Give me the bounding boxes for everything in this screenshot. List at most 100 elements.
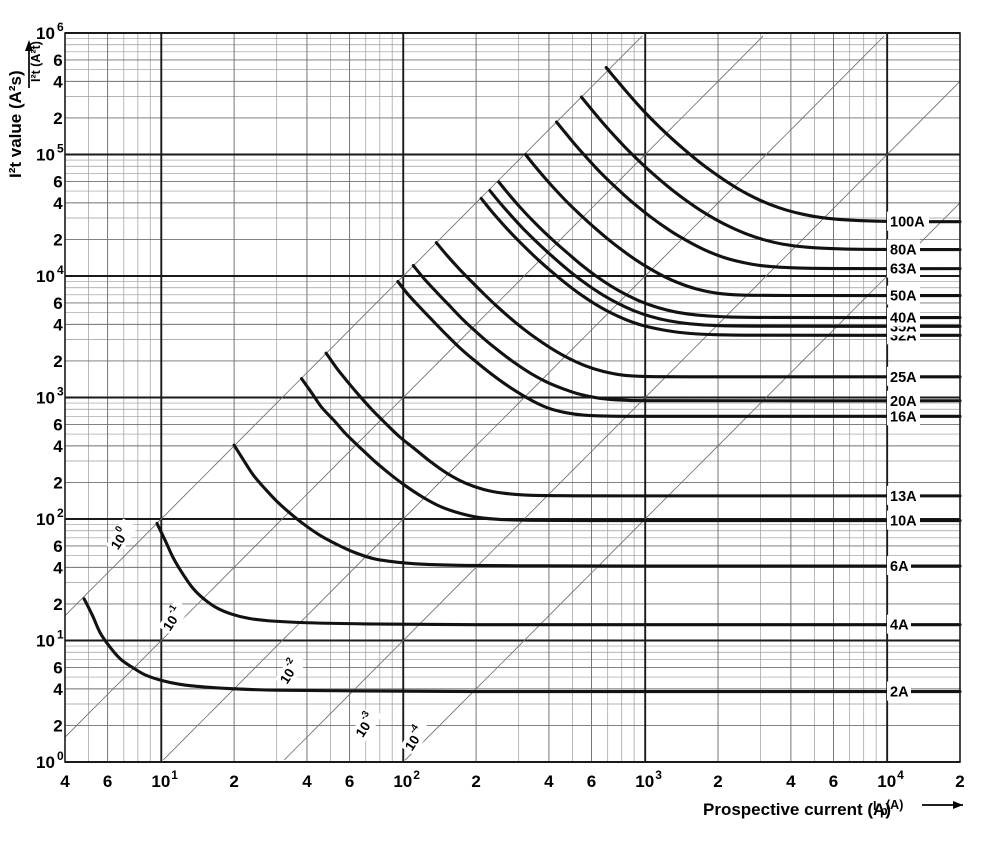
curve-label-text: 20A xyxy=(890,394,917,410)
label-halo xyxy=(887,556,911,576)
y-tick-label: 4 xyxy=(53,680,63,699)
y-tick-exponent: 2 xyxy=(57,506,64,520)
y-tick-100: 10 2 xyxy=(36,506,64,529)
fuse-curve-25a xyxy=(434,241,962,379)
fuse-curve-100a xyxy=(604,65,962,224)
y-tick-label: 2 xyxy=(53,473,62,492)
fuse-curve-35a xyxy=(488,189,962,328)
diagonal-constant-time-line xyxy=(283,81,961,761)
curve-label-50a: 50A xyxy=(887,285,920,305)
curve-label-40a: 40A xyxy=(887,307,920,327)
diagonal-label-mantissa: 10 xyxy=(402,733,423,754)
x-tick-label: 4 xyxy=(302,772,312,791)
y-tick-2: 2 xyxy=(53,716,62,735)
y-tick-600: 6 xyxy=(53,415,62,434)
y-tick-60000: 6 xyxy=(53,172,62,191)
x-tick-20000: 2 xyxy=(955,772,964,791)
label-halo xyxy=(887,406,920,426)
fuse-curve-labels: 2A4A6A10A13A16A20A25A32A35A40A50A63A80A1… xyxy=(887,211,929,701)
x-tick-label: 6 xyxy=(345,772,354,791)
label-halo xyxy=(887,366,920,386)
label-halo xyxy=(887,390,920,410)
y-tick-label: 4 xyxy=(53,558,63,577)
y-tick-exponent: 6 xyxy=(57,20,64,34)
x-axis-title: Prospective current (A) xyxy=(703,800,891,819)
diagonal-label-mantissa: 10 xyxy=(160,613,181,634)
x-tick-4: 4 xyxy=(60,772,70,791)
curve-label-10a: 10A xyxy=(887,510,920,530)
x-tick-label: 10 xyxy=(635,772,654,791)
fuse-curve-2a xyxy=(82,597,962,694)
fuse-curve-20a xyxy=(411,263,962,403)
diagonal-line-label: 10-2 xyxy=(274,652,307,689)
label-halo xyxy=(887,285,920,305)
x-tick-2000: 2 xyxy=(713,772,722,791)
curve-label-63a: 63A xyxy=(887,258,920,278)
x-tick-exponent: 3 xyxy=(655,768,662,782)
y-tick-exponent: 4 xyxy=(57,263,64,277)
y-tick-6000: 6 xyxy=(53,294,62,313)
y-tick-1000: 10 3 xyxy=(36,385,64,408)
label-halo xyxy=(887,681,911,701)
y-tick-400000: 4 xyxy=(53,72,63,91)
y-tick-20000: 2 xyxy=(53,230,62,249)
y-tick-label: 10 xyxy=(36,267,55,286)
label-halo xyxy=(887,510,920,530)
y-tick-40000: 4 xyxy=(53,194,63,213)
curve-label-25a: 25A xyxy=(887,366,920,386)
curve-label-text: 6A xyxy=(890,559,909,575)
label-halo xyxy=(887,239,920,259)
label-halo xyxy=(887,211,929,231)
y-tick-6: 6 xyxy=(53,658,62,677)
x-tick-label: 6 xyxy=(103,772,112,791)
fuse-curve-32a xyxy=(479,196,962,337)
x-axis-tick-labels: 4 6 10 1 2 4 6 10 2 2 4 6 10 3 2 4 6 10 4 2 xyxy=(60,768,964,791)
y-tick-label: 2 xyxy=(53,716,62,735)
fuse-curve-50a xyxy=(523,152,962,298)
x-tick-label: 4 xyxy=(544,772,554,791)
y-tick-label: 6 xyxy=(53,172,62,191)
y-tick-4: 4 xyxy=(53,680,63,699)
x-tick-exponent: 4 xyxy=(897,768,904,782)
curve-label-text: 80A xyxy=(890,243,917,259)
curve-label-80a: 80A xyxy=(887,239,920,259)
y-tick-10000: 10 4 xyxy=(36,263,64,286)
fuse-curve-4a xyxy=(155,521,962,627)
y-tick-40: 4 xyxy=(53,558,63,577)
diagonal-line-label: 10-1 xyxy=(158,599,190,636)
x-tick-20: 2 xyxy=(229,772,238,791)
fuse-curve-6a xyxy=(232,443,962,568)
y-tick-label: 6 xyxy=(53,294,62,313)
label-halo xyxy=(105,518,138,555)
x-tick-4000: 4 xyxy=(786,772,796,791)
y-axis-arrow-icon xyxy=(25,40,33,88)
y-tick-label: 10 xyxy=(36,389,55,408)
curve-label-text: 10A xyxy=(890,514,917,530)
y-tick-60: 6 xyxy=(53,537,62,556)
plot-frame xyxy=(64,32,961,763)
curve-label-text: 2A xyxy=(890,685,909,701)
fuse-curves xyxy=(82,65,962,694)
curve-label-2a: 2A xyxy=(887,681,911,701)
y-tick-2000: 2 xyxy=(53,352,62,371)
fuse-curve-40a xyxy=(497,180,962,320)
x-tick-1000: 10 3 xyxy=(635,768,662,791)
diagonal-constant-time-line xyxy=(64,35,643,616)
curve-label-text: 40A xyxy=(890,311,917,327)
x-tick-label: 4 xyxy=(60,772,70,791)
x-axis-symbol-subscript: p xyxy=(880,804,888,818)
x-tick-label: 2 xyxy=(471,772,480,791)
y-tick-1: 10 0 xyxy=(36,749,64,772)
curve-label-6a: 6A xyxy=(887,556,911,576)
x-tick-6000: 6 xyxy=(829,772,838,791)
y-tick-1000000: 10 6 xyxy=(36,20,64,43)
curve-label-text: 4A xyxy=(890,618,909,634)
y-axis-symbol: I²t (A²t) xyxy=(29,41,43,82)
y-tick-exponent: 0 xyxy=(57,749,64,763)
diagonal-line-label: 10-3 xyxy=(350,705,383,743)
x-tick-exponent: 2 xyxy=(413,768,420,782)
y-tick-label: 6 xyxy=(53,537,62,556)
